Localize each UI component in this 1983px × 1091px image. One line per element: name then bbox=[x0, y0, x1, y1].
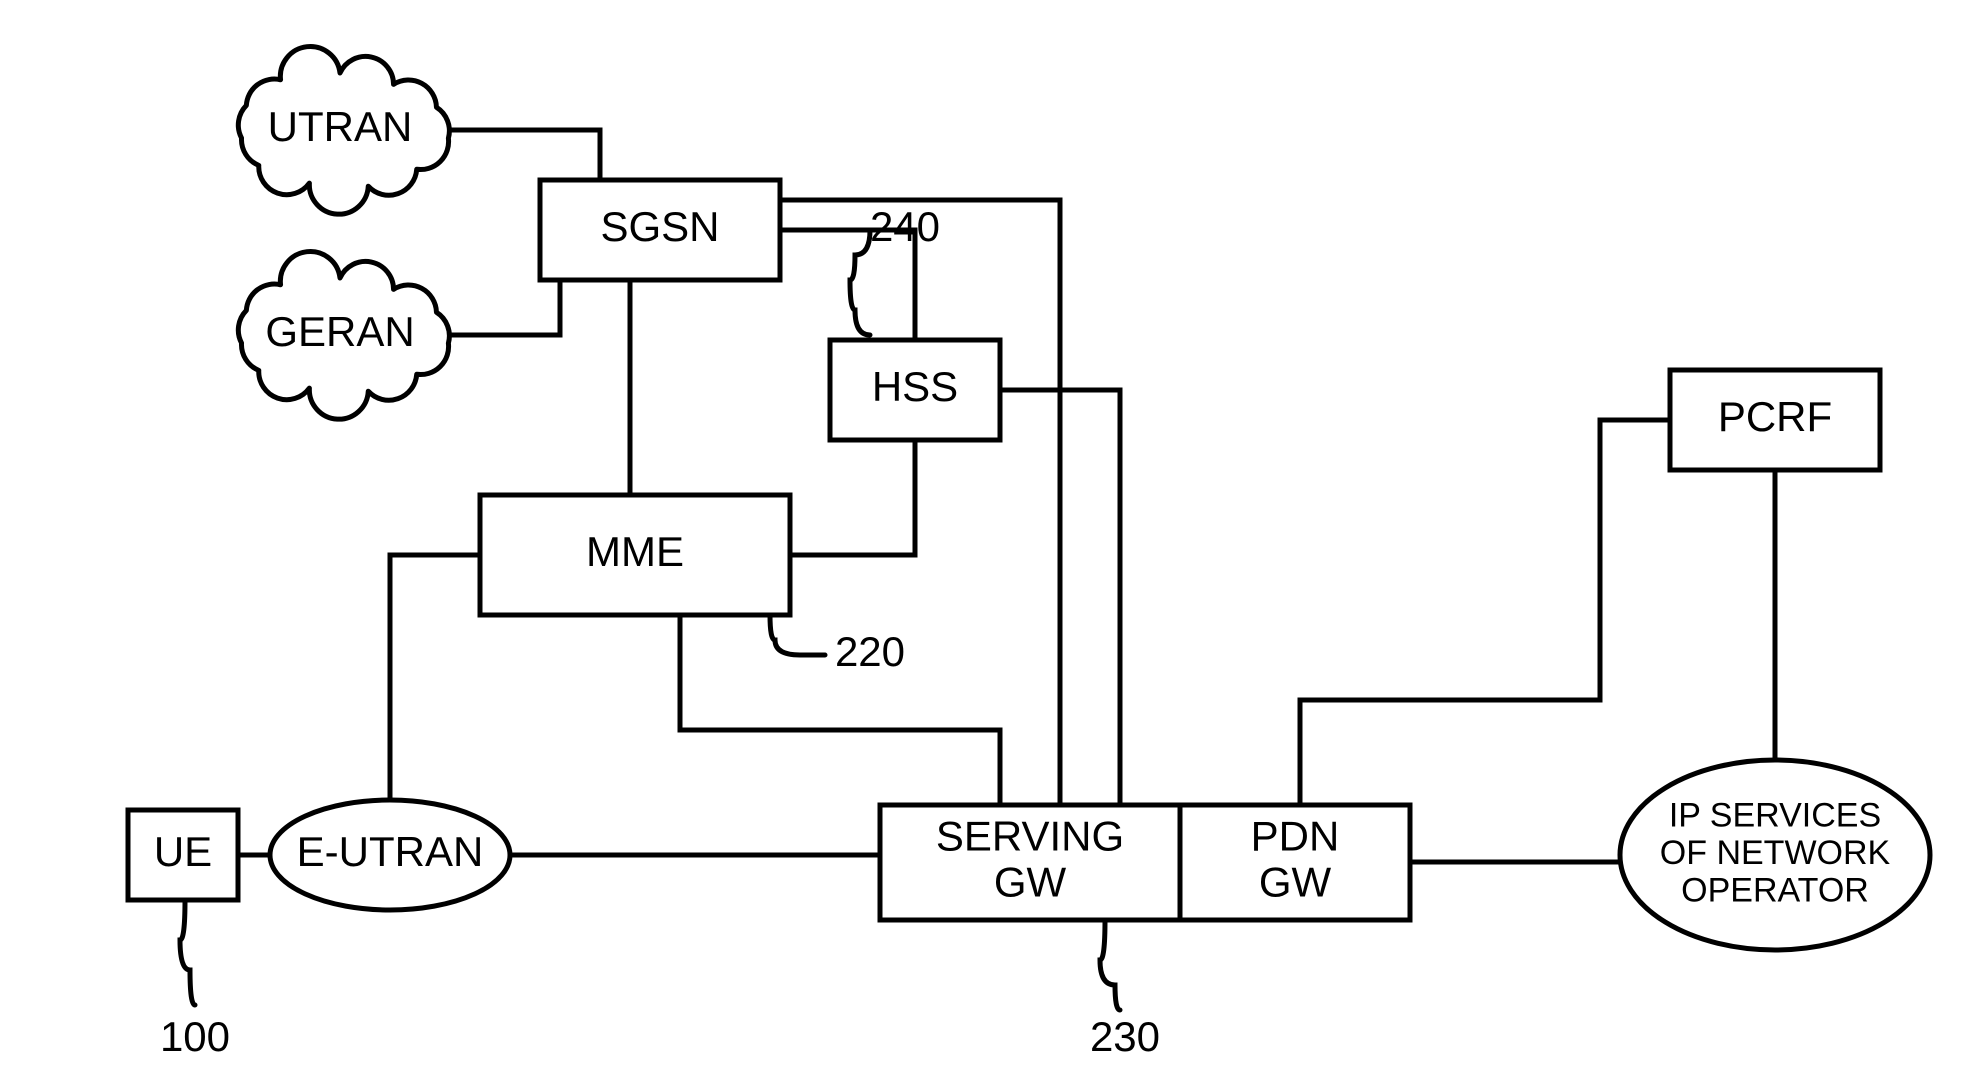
svg-text:GW: GW bbox=[994, 859, 1067, 906]
svg-text:SERVING: SERVING bbox=[936, 812, 1124, 859]
node-mme-label: MME bbox=[586, 528, 684, 575]
svg-text:UE: UE bbox=[154, 828, 212, 875]
node-ue-label: UE bbox=[154, 828, 212, 875]
svg-text:MME: MME bbox=[586, 528, 684, 575]
svg-text:GW: GW bbox=[1259, 859, 1332, 906]
svg-text:HSS: HSS bbox=[872, 363, 958, 410]
edge-geran-sgsn bbox=[450, 280, 560, 335]
node-utran-label: UTRAN bbox=[268, 103, 413, 150]
edge-sgsn-servgw bbox=[780, 200, 1060, 805]
callout-leader-240 bbox=[850, 230, 870, 335]
node-eutran-label: E-UTRAN bbox=[297, 828, 484, 875]
edges bbox=[238, 130, 1775, 862]
edge-mme-hss bbox=[790, 440, 915, 555]
node-pcrf-label: PCRF bbox=[1718, 393, 1832, 440]
callout-leader-220 bbox=[770, 615, 825, 655]
svg-text:GERAN: GERAN bbox=[265, 308, 414, 355]
svg-text:UTRAN: UTRAN bbox=[268, 103, 413, 150]
callout-ref-220: 220 bbox=[835, 628, 905, 675]
svg-text:IP SERVICES: IP SERVICES bbox=[1669, 797, 1881, 835]
callout-ref-240: 240 bbox=[870, 203, 940, 250]
edge-eutran-mme bbox=[390, 555, 480, 800]
svg-text:SGSN: SGSN bbox=[600, 203, 719, 250]
svg-text:OPERATOR: OPERATOR bbox=[1681, 871, 1869, 909]
node-geran-label: GERAN bbox=[265, 308, 414, 355]
node-ipsvc-label: IP SERVICESOF NETWORKOPERATOR bbox=[1660, 797, 1891, 910]
edge-utran-sgsn bbox=[450, 130, 600, 180]
svg-text:PCRF: PCRF bbox=[1718, 393, 1832, 440]
node-hss-label: HSS bbox=[872, 363, 958, 410]
node-sgsn-label: SGSN bbox=[600, 203, 719, 250]
callout-leader-100 bbox=[180, 900, 195, 1005]
callout-ref-230: 230 bbox=[1090, 1013, 1160, 1060]
svg-text:OF NETWORK: OF NETWORK bbox=[1660, 834, 1891, 872]
callout-ref-100: 100 bbox=[160, 1013, 230, 1060]
svg-text:E-UTRAN: E-UTRAN bbox=[297, 828, 484, 875]
edge-pdngw-pcrf bbox=[1300, 420, 1670, 805]
callout-leader-230 bbox=[1100, 920, 1120, 1010]
node-pdngw-label: PDNGW bbox=[1251, 812, 1340, 905]
svg-text:PDN: PDN bbox=[1251, 812, 1340, 859]
